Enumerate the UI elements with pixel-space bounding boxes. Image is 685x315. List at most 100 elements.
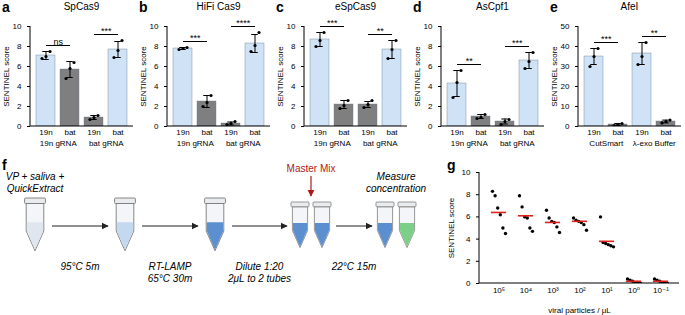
svg-text:CutSmart: CutSmart xyxy=(589,139,624,148)
svg-text:19n: 19n xyxy=(87,128,100,137)
svg-text:19n: 19n xyxy=(635,128,648,137)
svg-text:Measureconcentration: Measureconcentration xyxy=(366,171,426,194)
svg-text:bat: bat xyxy=(386,128,398,137)
svg-text:bat: bat xyxy=(249,128,261,137)
svg-text:VP + saliva +QuickExtract: VP + saliva +QuickExtract xyxy=(6,171,65,194)
svg-text:****: **** xyxy=(236,18,251,28)
svg-text:RT-LAMP65°C 30m: RT-LAMP65°C 30m xyxy=(148,261,193,284)
svg-text:8: 8 xyxy=(17,42,22,51)
svg-text:0: 0 xyxy=(428,122,433,131)
svg-text:λ-exo Buffer: λ-exo Buffer xyxy=(633,139,676,148)
svg-text:95°C 5m: 95°C 5m xyxy=(60,261,99,272)
svg-text:SENTINEL score: SENTINEL score xyxy=(447,197,456,258)
svg-text:4: 4 xyxy=(17,82,22,91)
svg-text:19n: 19n xyxy=(361,128,374,137)
svg-text:6: 6 xyxy=(17,62,22,71)
svg-text:ns: ns xyxy=(54,37,64,47)
svg-text:6: 6 xyxy=(428,62,433,71)
svg-text:SENTINEL score: SENTINEL score xyxy=(413,46,422,107)
svg-text:40: 40 xyxy=(561,42,570,51)
html-text:HiFi Cas9: HiFi Cas9 xyxy=(196,1,241,12)
svg-text:0: 0 xyxy=(565,122,570,131)
svg-text:bat: bat xyxy=(112,128,124,137)
svg-text:***: *** xyxy=(327,18,338,28)
svg-text:viral particles / μL: viral particles / μL xyxy=(548,306,611,315)
svg-text:4: 4 xyxy=(428,82,433,91)
svg-text:10: 10 xyxy=(424,22,433,31)
svg-text:19n: 19n xyxy=(587,128,600,137)
svg-text:19n: 19n xyxy=(176,128,189,137)
svg-text:6: 6 xyxy=(466,212,471,221)
svg-text:10: 10 xyxy=(13,22,22,31)
svg-text:bat: bat xyxy=(475,128,487,137)
svg-text:10⁴: 10⁴ xyxy=(520,286,533,295)
svg-text:19n: 19n xyxy=(39,128,52,137)
svg-text:bat: bat xyxy=(338,128,350,137)
svg-text:19n gRNA: 19n gRNA xyxy=(177,139,215,148)
svg-text:10⁰: 10⁰ xyxy=(628,286,640,295)
svg-text:10⁻¹: 10⁻¹ xyxy=(653,286,669,295)
svg-text:bat: bat xyxy=(64,128,76,137)
svg-text:0: 0 xyxy=(17,122,22,131)
svg-text:6: 6 xyxy=(291,62,296,71)
svg-text:10²: 10² xyxy=(574,286,586,295)
svg-text:30: 30 xyxy=(561,62,570,71)
svg-text:8: 8 xyxy=(291,42,296,51)
svg-text:6: 6 xyxy=(154,62,159,71)
svg-text:19n gRNA: 19n gRNA xyxy=(451,139,489,148)
svg-text:2: 2 xyxy=(428,102,433,111)
svg-text:4: 4 xyxy=(291,82,296,91)
svg-text:bat gRNA: bat gRNA xyxy=(226,139,261,148)
svg-text:2: 2 xyxy=(154,102,159,111)
svg-text:19n gRNA: 19n gRNA xyxy=(314,139,352,148)
svg-text:22°C 15m: 22°C 15m xyxy=(331,261,377,272)
svg-text:50: 50 xyxy=(561,22,570,31)
svg-text:10⁵: 10⁵ xyxy=(493,286,505,295)
svg-text:**: ** xyxy=(466,56,474,66)
svg-text:bat gRNA: bat gRNA xyxy=(89,139,124,148)
svg-text:**: ** xyxy=(651,28,659,38)
svg-text:***: *** xyxy=(101,26,112,36)
svg-text:10: 10 xyxy=(287,22,296,31)
svg-text:8: 8 xyxy=(154,42,159,51)
svg-text:10: 10 xyxy=(561,102,570,111)
svg-text:2: 2 xyxy=(17,102,22,111)
svg-text:0: 0 xyxy=(466,279,471,288)
svg-text:Dilute 1:202μL to 2 tubes: Dilute 1:202μL to 2 tubes xyxy=(227,261,291,284)
svg-text:2: 2 xyxy=(466,257,471,266)
svg-text:8: 8 xyxy=(466,190,471,199)
svg-text:8: 8 xyxy=(428,42,433,51)
svg-text:bat: bat xyxy=(201,128,213,137)
svg-text:4: 4 xyxy=(466,235,471,244)
svg-text:bat: bat xyxy=(612,128,624,137)
svg-text:19n: 19n xyxy=(313,128,326,137)
svg-text:bat gRNA: bat gRNA xyxy=(500,139,535,148)
svg-text:SENTINEL score: SENTINEL score xyxy=(139,46,148,107)
svg-text:***: *** xyxy=(601,34,612,44)
svg-text:19n: 19n xyxy=(498,128,511,137)
svg-text:0: 0 xyxy=(154,122,159,131)
svg-text:**: ** xyxy=(377,26,385,36)
svg-text:10³: 10³ xyxy=(547,286,559,295)
html-text:SpCas9: SpCas9 xyxy=(63,1,100,12)
svg-text:bat gRNA: bat gRNA xyxy=(363,139,398,148)
svg-text:SENTINEL score: SENTINEL score xyxy=(550,46,559,107)
svg-text:SENTINEL score: SENTINEL score xyxy=(276,46,285,107)
svg-text:4: 4 xyxy=(154,82,159,91)
svg-text:0: 0 xyxy=(291,122,296,131)
svg-text:19n: 19n xyxy=(450,128,463,137)
svg-text:***: *** xyxy=(190,33,201,43)
html-text:eSpCas9: eSpCas9 xyxy=(334,1,377,12)
svg-text:10: 10 xyxy=(150,22,159,31)
svg-text:20: 20 xyxy=(561,82,570,91)
svg-text:Master Mix: Master Mix xyxy=(287,163,336,174)
svg-text:10¹: 10¹ xyxy=(601,286,613,295)
svg-text:19n: 19n xyxy=(224,128,237,137)
svg-text:2: 2 xyxy=(291,102,296,111)
svg-text:10: 10 xyxy=(462,168,471,177)
svg-text:SENTINEL score: SENTINEL score xyxy=(2,46,11,107)
svg-text:bat: bat xyxy=(523,128,535,137)
svg-text:19n gRNA: 19n gRNA xyxy=(40,139,78,148)
svg-text:bat: bat xyxy=(660,128,672,137)
svg-text:***: *** xyxy=(512,38,523,48)
